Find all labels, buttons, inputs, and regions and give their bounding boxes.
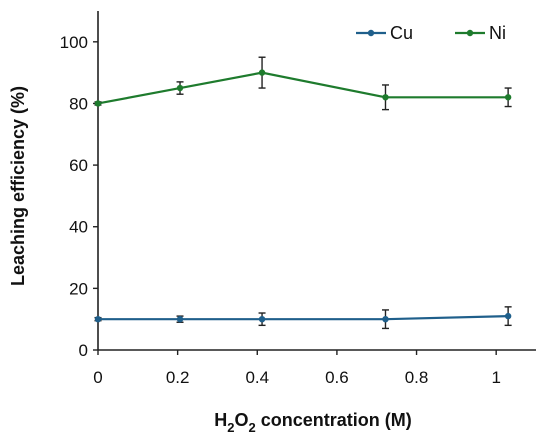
x-tick-label: 0.4 bbox=[245, 368, 269, 387]
x-axis-title-suffix: concentration (M) bbox=[256, 410, 412, 430]
data-point-ni bbox=[258, 69, 266, 76]
y-axis-ticks: 0 20 40 60 80 100 bbox=[60, 33, 98, 360]
data-point-ni bbox=[94, 100, 102, 107]
x-axis-title-sub1: 2 bbox=[227, 420, 234, 435]
legend-item-cu: Cu bbox=[356, 23, 413, 43]
legend-item-ni: Ni bbox=[455, 23, 506, 43]
legend-marker-cu bbox=[367, 29, 375, 37]
y-tick-label: 80 bbox=[69, 94, 88, 113]
data-point-cu bbox=[382, 315, 389, 323]
series-line-cu bbox=[98, 315, 509, 321]
x-axis-title-mid: O bbox=[234, 410, 248, 430]
x-tick-label: 0.6 bbox=[325, 368, 349, 387]
legend-label-cu: Cu bbox=[390, 23, 413, 43]
data-point-ni bbox=[382, 94, 389, 101]
x-tick-label: 0 bbox=[93, 368, 102, 387]
x-axis-ticks: 0 0.2 0.4 0.6 0.8 1 bbox=[93, 350, 501, 387]
series-layer bbox=[94, 56, 512, 330]
data-point-cu bbox=[94, 315, 102, 323]
series-line-ni bbox=[97, 71, 509, 105]
y-axis-title: Leaching efficiency (%) bbox=[8, 86, 28, 286]
legend-marker-ni bbox=[466, 29, 474, 37]
y-tick-label: 40 bbox=[69, 218, 88, 237]
legend-label-ni: Ni bbox=[489, 23, 506, 43]
data-point-cu bbox=[504, 312, 512, 320]
data-point-ni bbox=[504, 94, 512, 101]
x-tick-label: 0.8 bbox=[405, 368, 429, 387]
y-tick-label: 20 bbox=[69, 279, 88, 298]
y-tick-label: 0 bbox=[79, 341, 88, 360]
x-axis-title-sub2: 2 bbox=[249, 420, 256, 435]
x-axis-title: H2O2 concentration (M) bbox=[214, 410, 411, 435]
data-point-ni bbox=[176, 84, 184, 92]
x-axis-title-prefix: H bbox=[214, 410, 227, 430]
data-point-cu bbox=[258, 315, 266, 323]
series-ni bbox=[94, 56, 512, 111]
data-point-cu bbox=[176, 315, 184, 323]
series-cu bbox=[94, 306, 512, 330]
y-tick-label: 60 bbox=[69, 156, 88, 175]
legend: Cu Ni bbox=[356, 23, 506, 43]
x-tick-label: 0.2 bbox=[166, 368, 190, 387]
x-tick-label: 1 bbox=[491, 368, 500, 387]
y-tick-label: 100 bbox=[60, 33, 88, 52]
